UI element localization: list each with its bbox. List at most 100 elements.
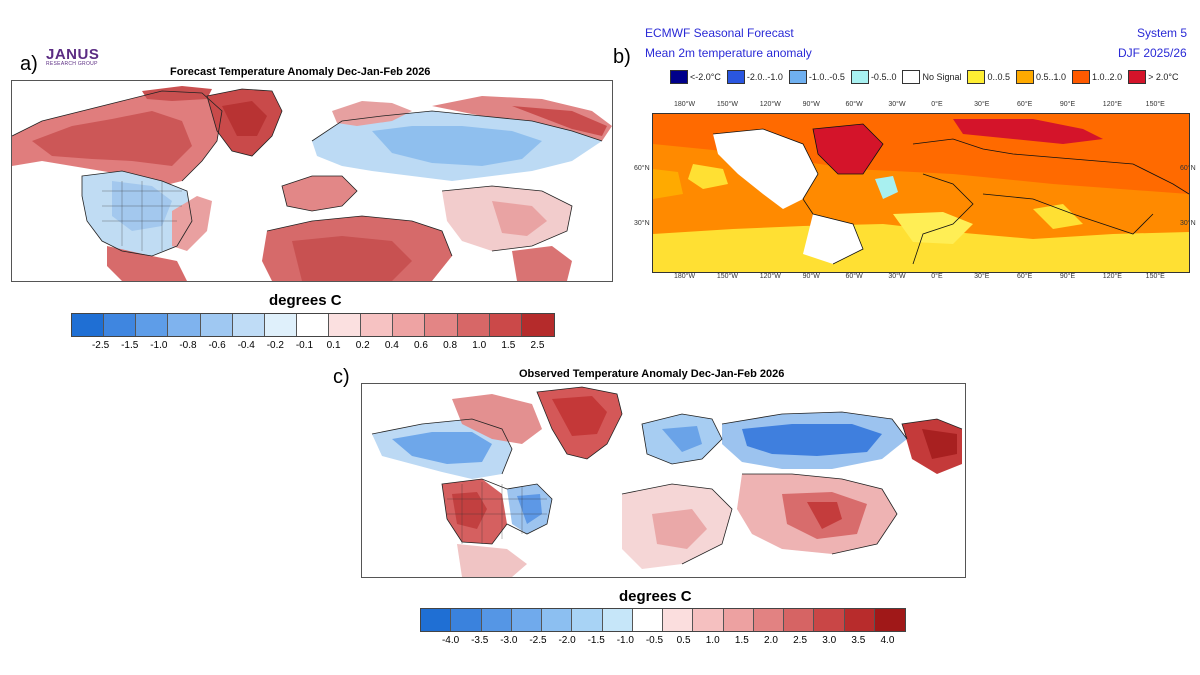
- colorbar-tick-label: 0.2: [355, 340, 370, 351]
- colorbar-tick-label: 4.0: [880, 635, 895, 646]
- panel-b-header-left-2: Mean 2m temperature anomaly: [645, 46, 812, 60]
- colorbar-swatch: [753, 609, 784, 631]
- colorbar-tick-label: -1.5: [587, 635, 605, 646]
- colorbar-swatch: [136, 314, 169, 336]
- colorbar-tick-label: 0.5: [676, 635, 691, 646]
- longitude-label: 120°W: [759, 101, 781, 108]
- colorbar-tick-label: 1.0: [705, 635, 720, 646]
- colorbar-tick-label: 1.5: [501, 340, 516, 351]
- longitude-label: 90°W: [802, 273, 820, 280]
- legend-label: No Signal: [922, 72, 962, 82]
- legend-item: 0.5..1.0: [1016, 70, 1066, 84]
- legend-swatch: [902, 70, 921, 84]
- panel-b-legend: <-2.0°C -2.0..-1.0 -1.0..-0.5 -0.5..0 No Sig…: [670, 70, 1184, 84]
- colorbar-swatch: [457, 314, 490, 336]
- colorbar-tick-label: -0.6: [208, 340, 226, 351]
- longitude-label: 150°E: [1145, 101, 1165, 108]
- colorbar-tick-label: -2.5: [529, 635, 547, 646]
- colorbar-tick-label: 1.0: [472, 340, 487, 351]
- legend-swatch: [726, 70, 745, 84]
- colorbar-tick-label: -1.0: [616, 635, 634, 646]
- panel-c-map: [361, 383, 966, 578]
- colorbar-tick-label: -0.4: [237, 340, 255, 351]
- colorbar-swatch: [511, 609, 542, 631]
- colorbar-tick-label: 2.5: [530, 340, 545, 351]
- colorbar-swatch: [72, 314, 105, 336]
- colorbar-tick-label: -0.1: [295, 340, 314, 351]
- legend-label: 1.0..2.0: [1092, 72, 1123, 82]
- legend-item: -2.0..-1.0: [726, 70, 783, 84]
- janus-logo: JANUS RESEARCH GROUP: [46, 47, 99, 67]
- colorbar-swatch: [264, 314, 297, 336]
- colorbar-tick-label: 0.1: [326, 340, 341, 351]
- ecmwf-anomaly-map: [653, 114, 1189, 272]
- colorbar-tick-label: 2.5: [793, 635, 808, 646]
- colorbar-swatch: [168, 314, 201, 336]
- panel-b-letter: b): [613, 46, 631, 68]
- longitude-label: 60°W: [845, 101, 863, 108]
- longitude-label: 150°W: [716, 101, 738, 108]
- legend-swatch: [1072, 70, 1091, 84]
- longitude-label: 150°E: [1145, 273, 1165, 280]
- colorbar-tick-label: -0.2: [266, 340, 284, 351]
- colorbar-tick-label: 0.8: [443, 340, 458, 351]
- panel-c-colorbar: [420, 608, 906, 632]
- colorbar-tick-label: -4.0: [441, 635, 460, 646]
- legend-swatch: [850, 70, 869, 84]
- panel-b-lon-labels-bottom: 180°W 150°W 120°W 90°W 60°W 30°W 0°E 30°E 60°E 90…: [652, 273, 1188, 283]
- panel-b-lat-30-right: 30°N: [1180, 220, 1196, 227]
- longitude-label: 120°E: [1102, 101, 1122, 108]
- legend-label: 0.5..1.0: [1036, 72, 1067, 82]
- panel-a-letter: a): [20, 53, 38, 75]
- longitude-label: 60°E: [1017, 101, 1033, 108]
- panel-a-colorbar: [71, 313, 555, 337]
- longitude-label: 60°E: [1017, 273, 1033, 280]
- colorbar-swatch: [296, 314, 329, 336]
- longitude-label: 120°E: [1102, 273, 1122, 280]
- legend-label: > 2.0°C: [1148, 72, 1179, 82]
- longitude-label: 0°E: [931, 273, 943, 280]
- panel-a-map: [11, 80, 613, 282]
- panel-c-units: degrees C: [619, 588, 692, 605]
- colorbar-swatch: [200, 314, 233, 336]
- longitude-label: 30°W: [888, 273, 906, 280]
- colorbar-swatch: [542, 609, 573, 631]
- legend-label: -1.0..-0.5: [808, 72, 845, 82]
- colorbar-tick-label: 2.0: [763, 635, 778, 646]
- colorbar-swatch: [421, 609, 452, 631]
- colorbar-tick-label: 0.6: [413, 340, 428, 351]
- panel-b-lat-60-right: 60°N: [1180, 165, 1196, 172]
- panel-b-header-left-1: ECMWF Seasonal Forecast: [645, 26, 794, 40]
- legend-label: <-2.0°C: [690, 72, 721, 82]
- longitude-label: 120°W: [759, 273, 781, 280]
- legend-swatch: [967, 70, 986, 84]
- colorbar-swatch: [425, 314, 458, 336]
- colorbar-tick-label: -3.0: [500, 635, 518, 646]
- colorbar-tick-label: 3.5: [851, 635, 866, 646]
- colorbar-swatch: [814, 609, 845, 631]
- panel-a-units: degrees C: [269, 292, 342, 309]
- logo-subtitle: RESEARCH GROUP: [46, 61, 98, 67]
- colorbar-swatch: [393, 314, 426, 336]
- colorbar-swatch: [104, 314, 137, 336]
- panel-b-lon-labels-top: 180°W 150°W 120°W 90°W 60°W 30°W 0°E 30°E 60°E 90…: [652, 101, 1188, 111]
- legend-swatch: [1128, 70, 1147, 84]
- legend-swatch: [788, 70, 807, 84]
- longitude-label: 90°E: [1059, 101, 1076, 108]
- colorbar-swatch: [232, 314, 265, 336]
- colorbar-tick-label: -0.8: [179, 340, 197, 351]
- panel-a-title: Forecast Temperature Anomaly Dec-Jan-Feb…: [170, 66, 431, 78]
- colorbar-swatch: [723, 609, 754, 631]
- colorbar-swatch: [521, 314, 554, 336]
- legend-label: 0..0.5: [987, 72, 1011, 82]
- legend-item: <-2.0°C: [670, 70, 721, 84]
- longitude-label: 30°E: [974, 101, 990, 108]
- longitude-label: 150°W: [716, 273, 738, 280]
- colorbar-swatch: [693, 609, 724, 631]
- colorbar-tick-label: 3.0: [822, 635, 837, 646]
- legend-swatch: [1016, 70, 1035, 84]
- colorbar-swatch: [632, 609, 663, 631]
- colorbar-tick-label: -3.5: [471, 635, 489, 646]
- legend-item: -0.5..0: [850, 70, 896, 84]
- colorbar-swatch: [481, 609, 512, 631]
